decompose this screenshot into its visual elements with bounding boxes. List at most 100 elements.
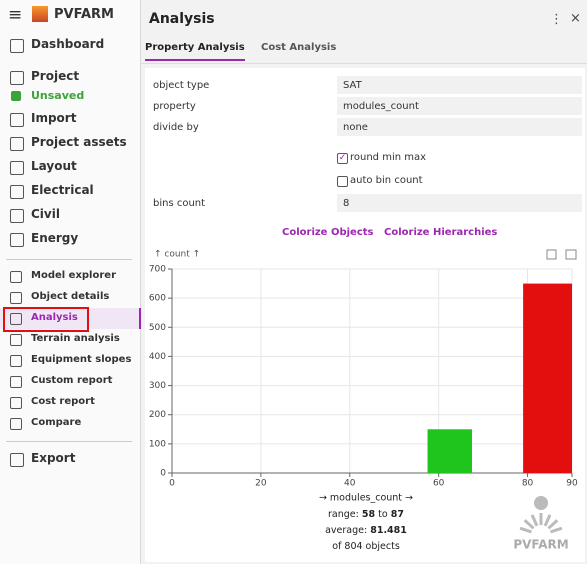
tab[interactable]: Property Analysis [145,42,245,61]
field-label: property [153,101,196,112]
nav-item[interactable]: Analysis [31,312,78,323]
y-tick-label: 0 [160,469,166,479]
button[interactable]: Colorize Hierarchies [384,227,498,238]
field-box[interactable] [337,97,582,115]
nav-icon [10,397,22,409]
menu-icon[interactable]: ≡ [8,5,23,25]
tab[interactable]: Cost Analysis [261,42,337,53]
nav-icon [10,185,24,199]
checkbox[interactable]: ✓ [337,153,348,164]
checkbox-label[interactable]: auto bin count [350,175,423,186]
nav-item[interactable]: Energy [31,231,79,245]
nav-divider [6,441,132,442]
x-tick-label: 40 [344,479,356,489]
field-label: divide by [153,122,199,133]
logo-ray [547,519,559,530]
x-tick-label: 60 [433,479,445,489]
nav-icon [10,39,24,53]
x-axis-label: → modules_count → [319,493,413,504]
page-title: Analysis [149,11,215,27]
button[interactable]: Colorize Objects [282,227,374,238]
status-icon [11,91,21,101]
x-tick-label: 20 [255,479,267,489]
sidebar [0,0,141,564]
nav-icon [10,418,22,430]
watermark: PVFARM [513,538,568,552]
y-tick-label: 200 [149,410,166,420]
nav-item[interactable]: Project assets [31,135,127,149]
summary-line: average: 81.481 [325,525,407,536]
nav-item[interactable]: Custom report [31,375,113,386]
checkbox-label[interactable]: round min max [350,152,427,163]
y-tick-label: 600 [149,294,166,304]
nav-icon [10,113,24,127]
summary-text: 81.481 [370,525,407,536]
nav-icon [10,453,24,467]
nav-item[interactable]: Terrain analysis [31,333,120,344]
y-axis-label: ↑ count ↑ [154,250,200,260]
nav-item[interactable]: Object details [31,291,110,302]
nav-icon [10,271,22,283]
x-tick-label: 0 [169,479,175,489]
selected-bg [0,308,141,329]
nav-item[interactable]: Export [31,451,76,465]
nav-icon [10,209,24,223]
more-menu[interactable]: ⋮ [550,12,563,27]
nav-icon [10,161,24,175]
y-tick-label: 300 [149,381,166,391]
expand-icon[interactable] [546,249,557,260]
summary-text: 58 [362,509,376,520]
y-tick-label: 100 [149,439,166,449]
logo-ray [523,519,535,530]
field-value: 8 [343,198,350,209]
nav-icon [10,71,24,85]
logo-ray [543,514,552,527]
x-tick-label: 90 [566,479,578,489]
brand: PVFARM [54,7,114,22]
nav-item[interactable]: Electrical [31,183,94,197]
logo [32,6,48,22]
nav-item[interactable]: Cost report [31,396,95,407]
field-value: none [343,122,368,133]
nav-item[interactable]: Layout [31,159,77,173]
field-value: SAT [343,80,362,91]
checkbox[interactable] [337,176,348,187]
logo-ray [530,514,539,527]
summary-text: average: [325,525,367,536]
fullscreen-icon [565,249,577,260]
logo-ray [519,526,532,534]
nav-icon [10,376,22,388]
nav-icon [10,292,22,304]
nav-item[interactable]: Compare [31,417,82,428]
nav-icon [10,334,22,346]
x-tick-label: 80 [522,479,534,489]
y-tick-label: 400 [149,352,166,362]
nav-icon [10,313,22,325]
nav-item[interactable]: Model explorer [31,270,117,281]
tab-divider [141,63,587,64]
y-tick-label: 700 [149,265,166,275]
field-box[interactable] [337,194,582,212]
highlight-box [3,307,89,332]
nav-item[interactable]: Project [31,69,80,83]
summary-text: range: [328,509,359,520]
summary-text: of 804 objects [332,541,400,552]
close[interactable]: × [570,11,581,26]
logo-sun [534,496,548,510]
y-tick-label: 500 [149,323,166,333]
field-box[interactable] [337,76,582,94]
nav-item[interactable]: Import [31,111,77,125]
nav-item[interactable]: Equipment slopes [31,354,132,365]
bar [523,283,572,473]
nav-item[interactable]: Civil [31,207,60,221]
nav-icon [10,233,24,247]
nav-divider [6,259,132,260]
summary-text: 87 [391,509,404,520]
summary-text: to [378,509,388,520]
field-box[interactable] [337,118,582,136]
summary-line: range: 58 to 87 [328,509,404,520]
bar [427,429,472,473]
nav-icon [10,355,22,367]
nav-item[interactable]: Dashboard [31,37,105,51]
field-label: bins count [153,198,206,209]
